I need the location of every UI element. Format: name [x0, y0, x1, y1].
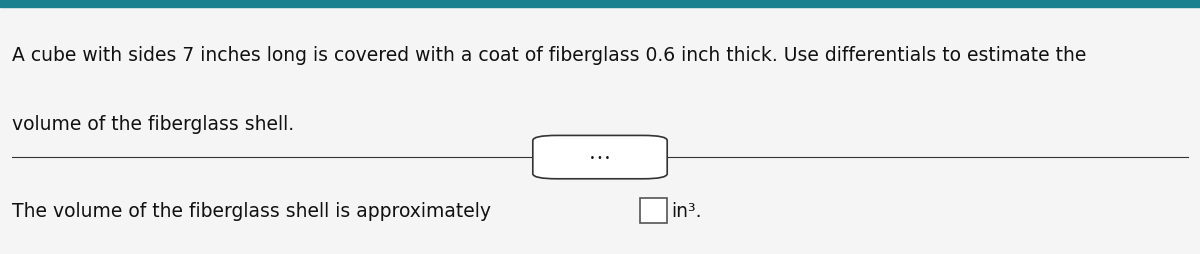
FancyBboxPatch shape — [533, 136, 667, 179]
Text: • • •: • • • — [590, 153, 610, 162]
Text: volume of the fiberglass shell.: volume of the fiberglass shell. — [12, 114, 294, 133]
Text: The volume of the fiberglass shell is approximately: The volume of the fiberglass shell is ap… — [12, 201, 497, 220]
Text: A cube with sides 7 inches long is covered with a coat of fiberglass 0.6 inch th: A cube with sides 7 inches long is cover… — [12, 46, 1086, 65]
Text: in³.: in³. — [672, 201, 702, 220]
FancyBboxPatch shape — [641, 199, 667, 223]
